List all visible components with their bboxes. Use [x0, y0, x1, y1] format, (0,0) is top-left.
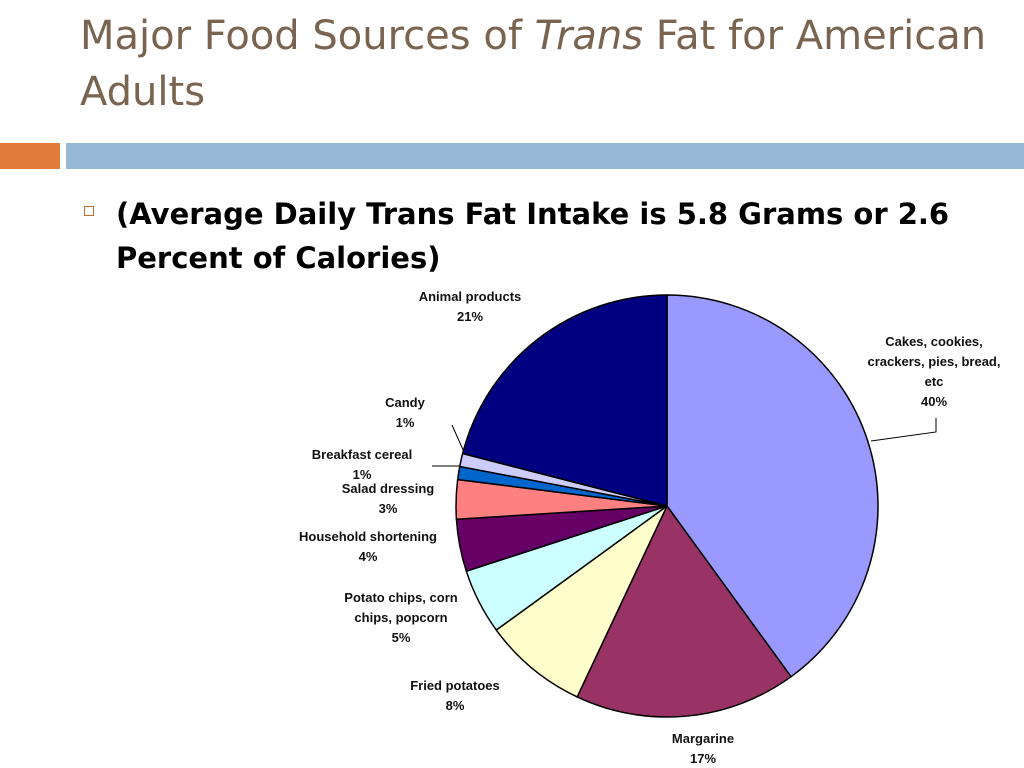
slide-title: Major Food Sources of Trans Fat for Amer… [80, 8, 1000, 120]
bullet-text: (Average Daily Trans Fat Intake is 5.8 G… [116, 197, 950, 275]
slice-name-label: Breakfast cereal [312, 447, 412, 462]
slice-name-label: Fried potatoes [410, 678, 500, 693]
slice-name-label: etc [925, 374, 944, 389]
slice-value-label: 4% [359, 549, 378, 564]
leader-line [870, 418, 937, 442]
slice-name-label: Candy [385, 395, 426, 410]
accent-bar-blue [66, 143, 1024, 169]
pie-slice [666, 294, 879, 678]
slice-name-label: crackers, pies, bread, [868, 354, 1001, 369]
slice-label: Salad dressing 3% [342, 481, 435, 516]
slice-value-label: 8% [446, 698, 465, 713]
slice-name-label: chips, popcorn [354, 610, 447, 625]
leader-lines [432, 418, 937, 467]
slice-label: Cakes, cookies, crackers, pies, bread, etc… [868, 334, 1001, 409]
slice-name-label: Margarine [672, 731, 734, 746]
slice-value-label: 5% [392, 630, 411, 645]
pie-slice [495, 505, 668, 698]
slice-name-label: Potato chips, corn [344, 590, 457, 605]
slice-value-label: 1% [396, 415, 415, 430]
slice-label: Animal products 21% [419, 289, 522, 324]
slice-label: Breakfast cereal 1% [312, 447, 412, 482]
slice-labels: Cakes, cookies, crackers, pies, bread, etc… [299, 289, 1000, 766]
slice-value-label: 17% [690, 751, 716, 766]
slice-label: Fried potatoes 8% [410, 678, 500, 713]
slice-name-label: Cakes, cookies, [885, 334, 983, 349]
slice-name-label: Salad dressing [342, 481, 435, 496]
title-italic: Trans [534, 13, 644, 59]
slice-value-label: 1% [353, 467, 372, 482]
slice-name-label: Animal products [419, 289, 522, 304]
slice-value-label: 40% [921, 394, 947, 409]
pie-slice [576, 504, 793, 718]
pie-slice [461, 294, 668, 507]
title-part-1: Major Food Sources of [80, 13, 535, 59]
bullet-square-icon [84, 206, 94, 216]
pie-slices [455, 294, 879, 718]
slice-value-label: 3% [379, 501, 398, 516]
title-part-2: Fat for American Adults [80, 13, 987, 115]
leader-line [451, 424, 465, 453]
accent-bar-orange [0, 143, 60, 169]
slice-label: Potato chips, corn chips, popcorn 5% [344, 590, 457, 645]
slice-label: Candy 1% [385, 395, 426, 430]
slice-name-label: Household shortening [299, 529, 437, 544]
slice-value-label: 21% [457, 309, 483, 324]
slice-label: Margarine 17% [672, 731, 734, 766]
slice-label: Household shortening 4% [299, 529, 437, 564]
